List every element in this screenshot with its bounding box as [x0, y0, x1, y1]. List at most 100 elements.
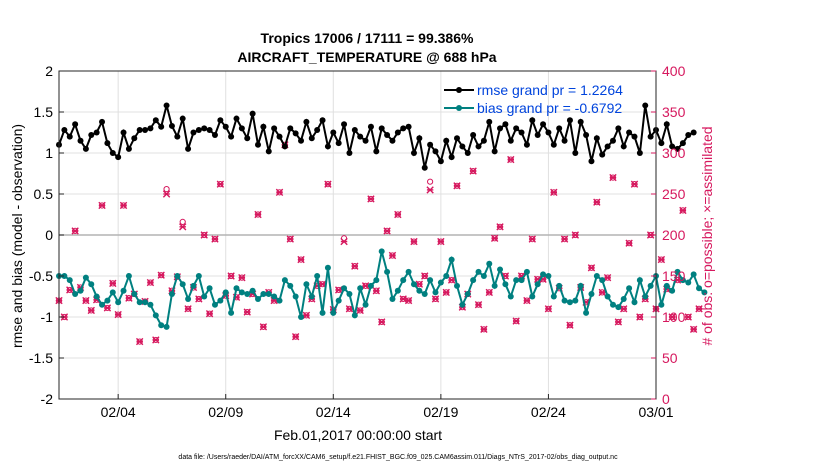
obs-assimilated-point [689, 325, 698, 333]
obs-assimilated-point [485, 288, 493, 297]
bias-point [604, 293, 611, 300]
rmse-point [583, 131, 590, 138]
rmse-point [427, 141, 434, 148]
bias-point [174, 273, 181, 279]
obs-assimilated-point [431, 295, 440, 303]
obs-assimilated-point [259, 323, 268, 331]
left-tick-label: -1 [41, 309, 54, 325]
x-tick-label: 02/04 [101, 404, 136, 420]
obs-assimilated-point [630, 180, 639, 188]
rmse-point [367, 123, 374, 130]
rmse-point [599, 151, 606, 158]
obs-assimilated-point [324, 180, 332, 188]
right-tick-label: 100 [662, 309, 686, 325]
bias-point [158, 322, 165, 329]
rmse-point [249, 110, 256, 117]
rmse-point [373, 148, 380, 155]
bias-point [615, 304, 622, 311]
rmse-point [281, 143, 288, 150]
rmse-point [523, 141, 530, 148]
rmse-point [233, 115, 240, 122]
bias-point [185, 295, 192, 302]
left-tick-label: 0 [45, 227, 53, 243]
bias-point [507, 293, 514, 300]
left-tick-label: 1 [45, 145, 53, 161]
obs-assimilated-point [98, 201, 106, 210]
rmse-point [486, 118, 493, 125]
obs-assimilated-point [238, 273, 246, 282]
bias-point [233, 285, 240, 292]
legend-rmse-marker [456, 87, 462, 93]
rmse-point [593, 135, 600, 142]
rmse-point [298, 137, 305, 144]
rmse-point [319, 117, 326, 124]
bias-point [534, 281, 541, 288]
rmse-point [513, 125, 520, 132]
rmse-point [459, 143, 466, 150]
rmse-point [346, 150, 353, 156]
rmse-point [228, 133, 235, 140]
bias-point [341, 285, 348, 292]
rmse-point [82, 145, 89, 152]
obs-assimilated-point [544, 305, 553, 313]
obs-assimilated-point [378, 318, 386, 326]
rmse-point [475, 143, 482, 150]
bias-point [454, 282, 460, 289]
obs-assimilated-point [103, 304, 112, 312]
rmse-point [566, 117, 573, 124]
obs-assimilated-point [523, 296, 531, 305]
bias-point [168, 291, 175, 298]
obs-assimilated-point [447, 276, 456, 284]
bias-point [335, 297, 342, 304]
rmse-point [540, 121, 547, 128]
obs-assimilated-point [636, 313, 644, 321]
rmse-point [679, 140, 686, 147]
rmse-point [260, 123, 267, 130]
rmse-point [335, 140, 342, 147]
footnote: data file: /Users/raeder/DAI/ATM_forcXX/… [178, 454, 618, 461]
rmse-point [518, 129, 525, 136]
x-axis: 02/04 02/09 02/14 02/19 02/24 03/01 [101, 394, 674, 420]
bias-point [696, 285, 703, 292]
rmse-point [303, 118, 310, 125]
bias-point [298, 314, 305, 320]
rmse-point [588, 158, 595, 165]
obs-assimilated-point [684, 313, 692, 321]
bias-point [432, 289, 439, 296]
rmse-point [626, 129, 633, 136]
obs-assimilated-point [512, 317, 520, 325]
rmse-point [448, 154, 455, 161]
bias-point [609, 301, 616, 308]
left-axis: -2 -1.5 -1 -0.5 0 0.5 1 1.5 2 [29, 63, 64, 407]
obs-assimilated-point [195, 295, 203, 303]
obs-assimilated-point [421, 272, 429, 280]
rmse-point [561, 137, 568, 144]
bias-point [669, 287, 676, 294]
bias-point [593, 273, 600, 279]
rmse-point [378, 125, 385, 132]
bias-point [378, 248, 385, 255]
y-axis-label-right: # of obs: o=possible; ×=assimilated [699, 126, 715, 345]
right-tick-label: 250 [662, 186, 686, 202]
bias-point [400, 277, 407, 284]
bias-point [631, 299, 638, 306]
obs-assimilated-point [383, 227, 391, 235]
left-tick-label: 2 [45, 63, 53, 79]
bias-point [464, 291, 471, 298]
rmse-point [502, 121, 509, 128]
bias-point [163, 323, 170, 330]
rmse-point [120, 129, 127, 136]
bias-point [513, 277, 520, 284]
obs-assimilated-point [442, 288, 450, 297]
rmse-point [636, 150, 643, 156]
obs-assimilated-point [114, 310, 122, 319]
bias-point [518, 277, 525, 284]
bias-point [583, 309, 590, 316]
bias-point [115, 299, 122, 306]
obs-assimilated-point [152, 336, 160, 344]
left-tick-label: 1.5 [34, 104, 54, 120]
rmse-point [642, 102, 649, 109]
rmse-point [72, 121, 79, 128]
bias-point [61, 273, 68, 279]
bias-point [142, 299, 149, 306]
